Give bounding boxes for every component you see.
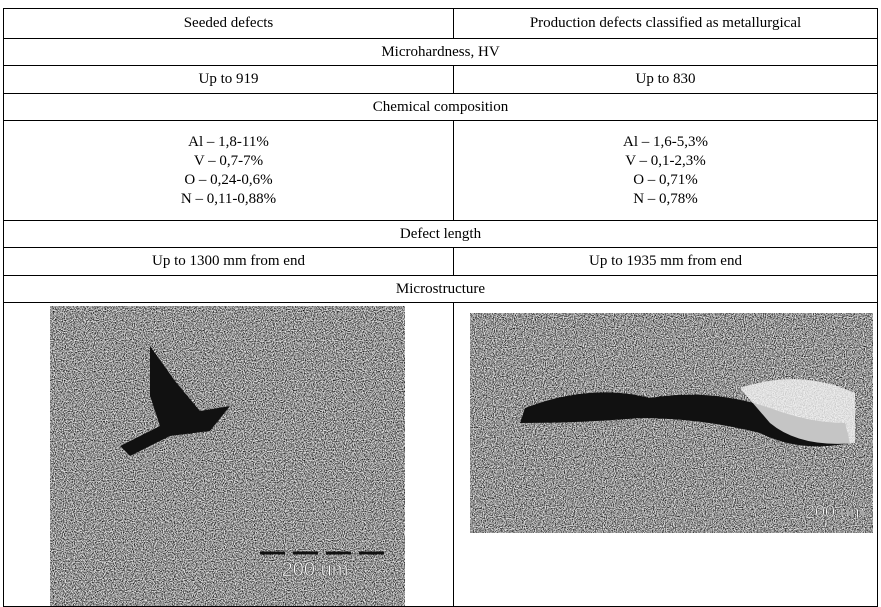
value-line: N – 0,11-0,88%: [180, 190, 277, 207]
scale-label: 200 um: [805, 502, 865, 522]
section-title: Defect length: [3, 220, 878, 248]
value-cell: Up to 1935 mm from end: [453, 247, 878, 276]
defect-grains: [740, 379, 855, 444]
micrograph-texture: [50, 306, 405, 606]
value-line: O – 0,24-0,6%: [184, 171, 273, 188]
defect: [120, 346, 230, 456]
scale-label: 200 um: [282, 559, 349, 581]
value-cell: Up to 1300 mm from end: [3, 247, 454, 276]
value-line: V – 0,1-2,3%: [625, 152, 706, 169]
image-row: 200 um 200 um: [3, 302, 878, 607]
value-line: Al – 1,6-5,3%: [623, 133, 708, 150]
value-line: O – 0,71%: [633, 171, 698, 188]
defect: [520, 392, 850, 447]
header-row: Seeded defects Production defects classif…: [3, 8, 878, 39]
value-line: Up to 1300 mm from end: [152, 253, 305, 269]
header-cell: Production defects classified as metallu…: [453, 8, 878, 39]
value-row: Up to 919 Up to 830: [3, 65, 878, 94]
value-cell: Up to 919: [3, 65, 454, 94]
value-line: Up to 919: [198, 71, 259, 87]
section-row: Microhardness, HV: [3, 38, 878, 66]
value-cell: Al – 1,8-11% V – 0,7-7% O – 0,24-0,6% N – 0…: [3, 120, 454, 221]
value-cell: Al – 1,6-5,3% V – 0,1-2,3% O – 0,71% N – 0,…: [453, 120, 878, 221]
micrograph: 200 um: [470, 313, 873, 533]
micrograph: 200 um: [50, 306, 405, 606]
value-line: Al – 1,8-11%: [188, 133, 269, 150]
section-row: Defect length: [3, 220, 878, 248]
value-line: V – 0,7-7%: [193, 152, 264, 169]
image-cell: 200 um: [453, 302, 878, 607]
header-cell: Seeded defects: [3, 8, 454, 39]
section-title: Chemical composition: [3, 93, 878, 121]
section-title: Microhardness, HV: [3, 38, 878, 66]
value-line: Up to 1935 mm from end: [589, 253, 742, 269]
section-title: Microstructure: [3, 275, 878, 303]
value-row: Al – 1,8-11% V – 0,7-7% O – 0,24-0,6% N – 0…: [3, 120, 878, 221]
section-row: Chemical composition: [3, 93, 878, 121]
value-row: Up to 1300 mm from end Up to 1935 mm from…: [3, 247, 878, 276]
image-cell: 200 um: [3, 302, 454, 607]
value-line: N – 0,78%: [633, 190, 698, 207]
value-line: Up to 830: [635, 71, 696, 87]
value-cell: Up to 830: [453, 65, 878, 94]
table: Seeded defects Production defects classif…: [3, 8, 878, 607]
section-row: Microstructure: [3, 275, 878, 303]
